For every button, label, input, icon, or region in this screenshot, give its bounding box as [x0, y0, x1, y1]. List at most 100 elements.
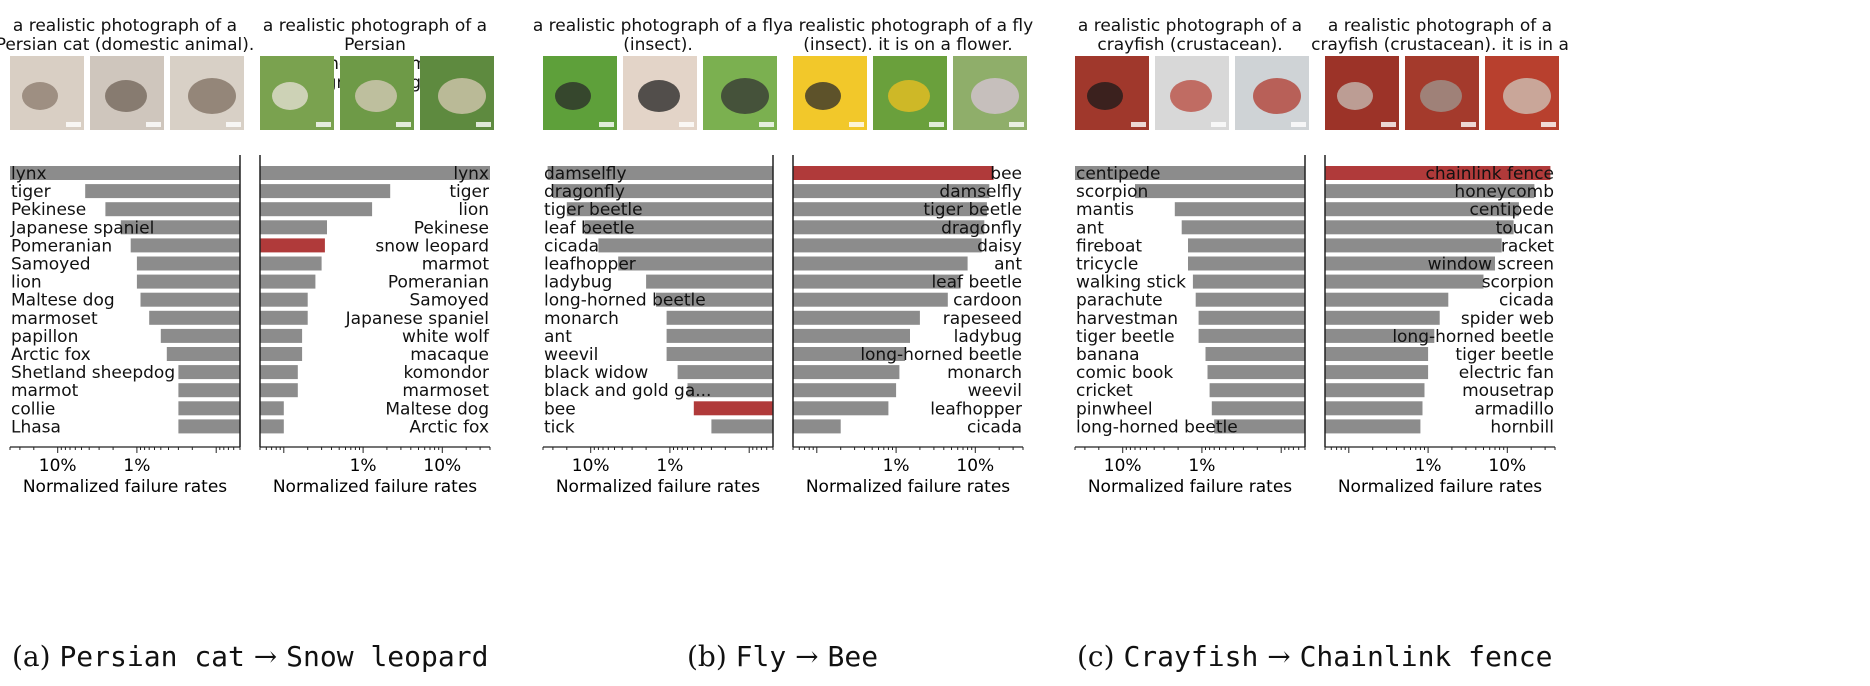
- bar: [618, 256, 773, 271]
- bar: [693, 401, 773, 416]
- bar: [136, 256, 240, 271]
- category-label: centipede: [1076, 164, 1160, 184]
- bar: [656, 292, 773, 307]
- bar: [793, 347, 906, 361]
- category-label: leafhopper: [544, 255, 636, 275]
- category-label: Japanese spaniel: [345, 309, 489, 329]
- bar: [1188, 238, 1305, 253]
- chart-caption: a realistic photograph of a fly (insect)…: [782, 16, 1034, 55]
- category-label: Arctic fox: [409, 417, 489, 437]
- category-label: walking stick: [1076, 273, 1186, 293]
- category-label: mantis: [1076, 200, 1134, 220]
- bar: [140, 292, 240, 307]
- bar: [178, 383, 240, 398]
- x-tick-label: 10%: [572, 456, 610, 476]
- crayfish-net-photo-2: [1405, 56, 1479, 130]
- category-label: Lhasa: [11, 417, 61, 437]
- category-label: long-horned beetle: [1392, 327, 1554, 347]
- category-label: cicada: [544, 236, 599, 256]
- category-label: marmot: [11, 381, 79, 401]
- category-label: mousetrap: [1462, 381, 1554, 401]
- x-axis-label: Normalized failure rates: [1338, 477, 1542, 497]
- category-label: spider web: [1461, 309, 1554, 329]
- fly-photo-3: [703, 56, 777, 130]
- category-label: snow leopard: [375, 236, 489, 256]
- cat-photo-2: [90, 56, 164, 130]
- category-label: weevil: [968, 381, 1022, 401]
- category-label: Pomeranian: [388, 273, 489, 293]
- subcaption-target: Bee: [827, 640, 879, 673]
- x-tick-label: 10%: [423, 456, 461, 476]
- category-label: tiger: [11, 182, 51, 202]
- bar: [260, 401, 284, 416]
- category-label: ladybug: [954, 327, 1022, 347]
- x-tick-label: 10%: [1104, 456, 1142, 476]
- bar: [793, 419, 841, 434]
- bar: [178, 419, 240, 434]
- crayfish-photo-1: [1075, 56, 1149, 130]
- bar: [130, 238, 240, 253]
- x-axis-label: Normalized failure rates: [1088, 477, 1292, 497]
- bar: [10, 166, 240, 180]
- x-axis-label: Normalized failure rates: [23, 477, 227, 497]
- bar: [793, 274, 961, 289]
- cat-green-photo-2: [340, 56, 414, 130]
- chart-caption: a realistic photograph of a crayfish (cr…: [1311, 16, 1569, 74]
- bar: [793, 310, 920, 325]
- category-label: centipede: [1470, 200, 1554, 220]
- category-label: bee: [990, 164, 1022, 184]
- bar: [149, 310, 240, 325]
- chart-caption: a realistic photograph of a Persian cat …: [0, 16, 255, 55]
- category-label: weevil: [544, 345, 598, 365]
- category-label: lynx: [453, 164, 489, 184]
- bar: [1211, 401, 1305, 416]
- subcaption-source: Persian cat: [59, 640, 245, 673]
- panel-subcaption: (b) Fly → Bee: [687, 640, 878, 673]
- arrow-icon: →: [786, 640, 828, 673]
- category-label: ant: [994, 255, 1022, 275]
- category-label: bee: [544, 399, 576, 419]
- category-label: tiger beetle: [544, 200, 643, 220]
- fly-photo-1: [543, 56, 617, 130]
- bar: [793, 365, 900, 380]
- bar: [160, 328, 240, 343]
- category-label: tiger: [449, 182, 489, 202]
- arrow-icon: →: [244, 640, 287, 673]
- category-label: leafhopper: [930, 399, 1022, 419]
- category-label: honeycomb: [1454, 182, 1554, 202]
- bar: [1135, 184, 1305, 199]
- bar: [793, 238, 982, 253]
- bar: [1325, 256, 1495, 271]
- category-label: cricket: [1076, 381, 1133, 401]
- category-label: window screen: [1428, 255, 1554, 275]
- category-label: Samoyed: [11, 255, 90, 275]
- bar: [1325, 202, 1519, 217]
- bar: [677, 365, 773, 380]
- category-label: Arctic fox: [11, 345, 91, 365]
- category-label: pinwheel: [1076, 399, 1153, 419]
- category-label: Maltese dog: [11, 291, 115, 311]
- category-label: leaf beetle: [931, 273, 1022, 293]
- bar: [1205, 347, 1305, 361]
- bar: [793, 166, 994, 180]
- bar: [260, 184, 391, 199]
- bar: [1198, 328, 1305, 343]
- category-label: long-horned beetle: [860, 345, 1022, 365]
- bar: [1325, 347, 1429, 361]
- category-label: scorpion: [1482, 273, 1554, 293]
- fly-flower-photo-1: [793, 56, 867, 130]
- panel-subcaption: (c) Crayfish → Chainlink fence: [1077, 640, 1552, 673]
- bar: [260, 292, 308, 307]
- crayfish-net-photo-3: [1485, 56, 1559, 130]
- bar: [1325, 238, 1502, 253]
- bar: [598, 238, 773, 253]
- bar: [1214, 419, 1305, 434]
- category-label: parachute: [1076, 291, 1163, 311]
- x-axis-label: Normalized failure rates: [806, 477, 1010, 497]
- bar: [1325, 220, 1514, 235]
- category-label: monarch: [947, 363, 1022, 383]
- category-label: ant: [544, 327, 572, 347]
- category-label: white wolf: [402, 327, 490, 347]
- bar: [1174, 202, 1305, 217]
- subcaption-target: Chainlink fence: [1299, 640, 1553, 673]
